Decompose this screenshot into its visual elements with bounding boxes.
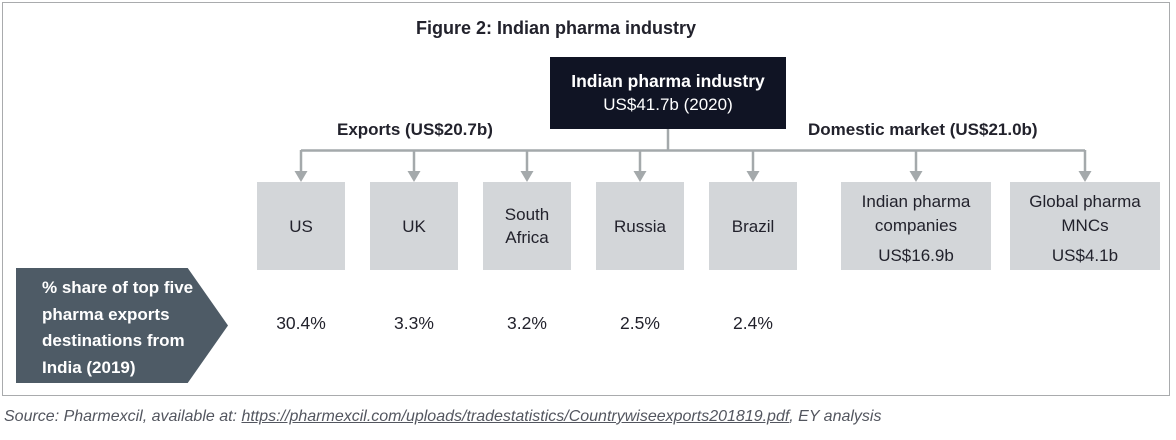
- node-label: Russia: [614, 216, 666, 236]
- node-label: Indian pharma companies: [861, 192, 971, 235]
- node-value: US$4.1b: [1051, 246, 1119, 265]
- source-prefix: Source: Pharmexcil, available at:: [4, 408, 242, 425]
- arrowhead-brazil: [746, 171, 760, 182]
- arrowhead-indian-pharma-companies: [909, 171, 923, 182]
- arrowhead-south-africa: [520, 171, 534, 182]
- node-label: Global pharma MNCs: [1029, 192, 1141, 235]
- source-suffix: , EY analysis: [789, 408, 882, 425]
- arrowhead-global-pharma-mncs: [1078, 171, 1092, 182]
- branch-label-exports: Exports (US$20.7b): [337, 120, 493, 139]
- source-link[interactable]: https://pharmexcil.com/uploads/tradestat…: [241, 408, 790, 425]
- node-global-pharma-mncs: Global pharma MNCs US$4.1b: [1010, 182, 1160, 270]
- source-note: Source: Pharmexcil, available at: https:…: [4, 408, 881, 426]
- callout-line: destinations from: [42, 331, 185, 350]
- share-label-brazil: 2.4%: [733, 313, 773, 333]
- root-node-title: Indian pharma industry: [571, 71, 765, 91]
- share-label-south-africa: 3.2%: [507, 313, 547, 333]
- arrowhead-uk: [407, 171, 421, 182]
- root-node-indian-pharma-industry: Indian pharma industry US$41.7b (2020): [550, 57, 786, 129]
- node-label: South Africa: [504, 205, 550, 247]
- share-label-uk: 3.3%: [394, 313, 434, 333]
- node-label: UK: [402, 216, 426, 236]
- arrowhead-us: [294, 171, 308, 182]
- share-label-russia: 2.5%: [620, 313, 660, 333]
- node-russia: Russia: [596, 182, 684, 270]
- node-us: US: [257, 182, 345, 270]
- figure-border: [2, 2, 1170, 396]
- node-brazil: Brazil: [709, 182, 797, 270]
- branch-label-domestic: Domestic market (US$21.0b): [808, 120, 1038, 139]
- node-value: US$16.9b: [878, 246, 954, 265]
- callout-line: India (2019): [42, 357, 136, 377]
- callout-line: % share of top five: [42, 278, 194, 297]
- callout-line: pharma exports: [42, 304, 170, 324]
- node-indian-pharma-companies: Indian pharma companies US$16.9b: [841, 182, 991, 270]
- share-label-us: 30.4%: [276, 313, 326, 333]
- node-label: Brazil: [731, 216, 775, 236]
- figure-title: Figure 2: Indian pharma industry: [415, 18, 697, 38]
- node-label: US: [289, 216, 313, 236]
- node-uk: UK: [370, 182, 458, 270]
- arrowhead-russia: [633, 171, 647, 182]
- callout-export-share-pointer: % share of top five pharma exports desti…: [16, 268, 228, 383]
- node-south-africa: South Africa: [483, 182, 571, 270]
- root-node-value: US$41.7b (2020): [603, 95, 733, 114]
